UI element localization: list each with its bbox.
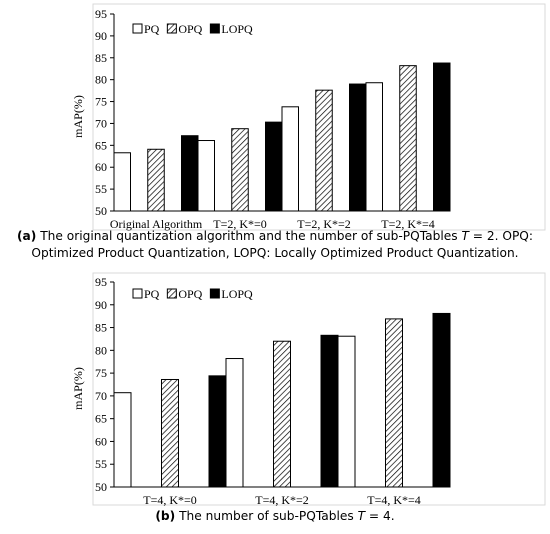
bar-pq xyxy=(281,106,299,212)
bar-pq xyxy=(337,335,356,488)
x-tick-label: T=4, K*=4 xyxy=(367,493,421,507)
bar-opq xyxy=(231,128,249,212)
bar-lopq xyxy=(349,83,367,212)
legend-label-pq: PQ xyxy=(144,287,160,301)
legend-label-pq: PQ xyxy=(144,22,160,36)
bar-opq xyxy=(273,340,291,488)
legend-swatch-pq xyxy=(132,23,143,34)
bar-opq xyxy=(385,318,403,488)
legend-swatch-opq xyxy=(166,288,177,299)
caption-a-text2: = 2. OPQ: Optimized Product Quantization… xyxy=(31,229,533,260)
bar-pq xyxy=(113,392,132,488)
bar-lopq xyxy=(181,135,199,212)
bar-opq xyxy=(399,65,417,212)
legend-label-opq: OPQ xyxy=(178,287,202,301)
y-tick-label: 55 xyxy=(95,457,107,471)
y-tick-label: 85 xyxy=(95,51,107,65)
bar-pq xyxy=(225,358,244,488)
y-tick-label: 50 xyxy=(95,480,107,494)
bar-lopq xyxy=(208,375,227,488)
bar-lopq xyxy=(265,121,283,212)
legend-swatch-lopq xyxy=(209,288,220,299)
caption-b-var: T xyxy=(357,509,366,523)
chart-frame xyxy=(92,3,546,231)
y-tick-label: 95 xyxy=(95,7,107,21)
y-tick-label: 65 xyxy=(95,412,107,426)
legend-swatch-pq xyxy=(132,288,143,299)
x-tick-label: T=2, K*=4 xyxy=(381,217,435,231)
x-tick-label: T=2, K*=2 xyxy=(297,217,351,231)
y-tick-label: 85 xyxy=(95,321,107,335)
caption-a-var: T xyxy=(461,229,469,243)
bar-opq xyxy=(161,378,179,488)
legend-swatch-opq xyxy=(166,23,177,34)
y-tick-label: 80 xyxy=(95,343,107,357)
x-tick-label: Original Algorithm xyxy=(110,217,203,231)
chart-b-svg: 50 55 60 65 70 75 80 85 90 95 mAP(%) T=4, K*=0 T=4, … xyxy=(71,272,546,507)
bar-lopq xyxy=(432,312,451,488)
caption-a: (a) The original quantization algorithm … xyxy=(0,228,550,262)
bar-lopq xyxy=(320,334,339,488)
caption-a-text1: The original quantization algorithm and … xyxy=(36,229,462,243)
y-tick-label: 70 xyxy=(95,389,107,403)
y-tick-label: 75 xyxy=(95,366,107,380)
caption-b-text1: The number of sub-PQTables xyxy=(175,509,358,523)
caption-a-label: (a) xyxy=(16,229,37,243)
bar-opq xyxy=(147,148,165,212)
y-tick-label: 95 xyxy=(95,275,107,289)
caption-b: (b) The number of sub-PQTables T = 4. xyxy=(0,508,550,525)
y-tick-label: 80 xyxy=(95,73,107,87)
y-tick-label: 90 xyxy=(95,29,107,43)
legend-label-opq: OPQ xyxy=(178,22,202,36)
y-tick-label: 65 xyxy=(95,138,107,152)
legend-swatch-lopq xyxy=(209,23,220,34)
y-axis-label: mAP(%) xyxy=(71,367,85,410)
x-tick-label: T=4, K*=2 xyxy=(255,493,309,507)
y-tick-label: 90 xyxy=(95,298,107,312)
chart-a-svg: 50 55 60 65 70 75 80 85 90 95 mAP(%) Original Algor… xyxy=(71,3,546,231)
y-tick-label: 50 xyxy=(95,204,107,218)
y-tick-label: 60 xyxy=(95,160,107,174)
legend-label-lopq: LOPQ xyxy=(221,287,253,301)
bar-pq xyxy=(197,140,215,212)
y-tick-label: 60 xyxy=(95,434,107,448)
x-tick-label: T=4, K*=0 xyxy=(143,493,197,507)
x-tick-label: T=2, K*=0 xyxy=(213,217,267,231)
y-tick-label: 55 xyxy=(95,182,107,196)
caption-b-label: (b) xyxy=(155,509,176,523)
bar-lopq xyxy=(433,62,451,212)
bar-pq xyxy=(113,152,131,212)
y-axis-label: mAP(%) xyxy=(71,95,85,138)
y-tick-label: 75 xyxy=(95,95,107,109)
chart-frame xyxy=(92,272,546,506)
bar-opq xyxy=(315,89,333,212)
y-tick-label: 70 xyxy=(95,116,107,130)
legend-label-lopq: LOPQ xyxy=(221,22,253,36)
bar-pq xyxy=(365,82,383,212)
caption-b-text2: = 4. xyxy=(365,509,395,523)
